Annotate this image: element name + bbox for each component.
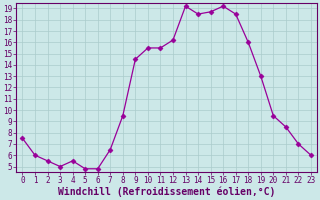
X-axis label: Windchill (Refroidissement éolien,°C): Windchill (Refroidissement éolien,°C) — [58, 187, 276, 197]
